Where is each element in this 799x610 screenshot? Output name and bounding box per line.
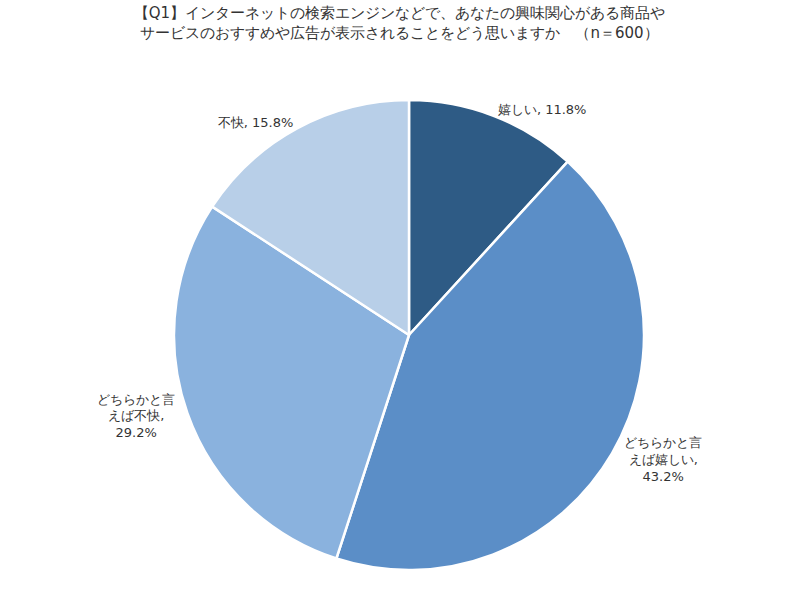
svg-text:不快, 15.8%: 不快, 15.8% — [218, 115, 294, 130]
svg-text:どちらかと言えば不快,29.2%: どちらかと言えば不快,29.2% — [97, 392, 175, 441]
svg-text:どちらかと言えば嬉しい,43.2%: どちらかと言えば嬉しい,43.2% — [624, 435, 702, 484]
svg-text:【Q1】インターネットの検索エンジンなどで、あなたの興味関心: 【Q1】インターネットの検索エンジンなどで、あなたの興味関心がある商品やサービス… — [134, 4, 665, 42]
svg-text:嬉しい, 11.8%: 嬉しい, 11.8% — [498, 102, 587, 117]
